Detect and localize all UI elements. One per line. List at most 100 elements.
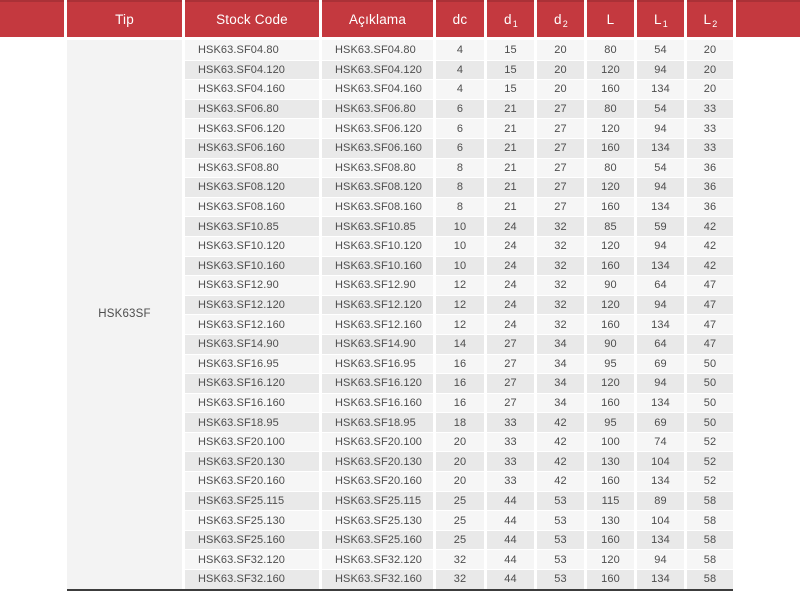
left-margin-spacer [0,40,64,591]
table-row: HSK63.SF25.160 HSK63.SF25.160 25 44 53 1… [185,529,733,550]
l-cell: 80 [587,158,634,178]
aciklama-cell: HSK63.SF25.160 [322,530,433,550]
aciklama-cell: HSK63.SF12.90 [322,276,433,295]
d1-cell: 33 [487,472,534,491]
d2-cell: 27 [537,158,584,178]
l1-cell: 134 [637,315,684,334]
stock-code-cell: HSK63.SF16.120 [185,374,319,393]
table-row: HSK63.SF18.95 HSK63.SF18.95 18 33 42 95 … [185,412,733,432]
dc-cell: 18 [436,413,484,432]
header-right-filler [736,0,800,37]
table-row: HSK63.SF10.85 HSK63.SF10.85 10 24 32 85 … [185,216,733,236]
l1-cell: 89 [637,491,684,511]
dc-cell: 16 [436,354,484,374]
d1-cell: 24 [487,276,534,295]
stock-code-cell: HSK63.SF06.80 [185,99,319,119]
stock-code-cell: HSK63.SF08.120 [185,178,319,197]
aciklama-cell: HSK63.SF10.160 [322,256,433,276]
l2-cell: 20 [687,40,733,60]
l1-cell: 64 [637,276,684,295]
table-row: HSK63.SF16.120 HSK63.SF16.120 16 27 34 1… [185,373,733,393]
stock-code-cell: HSK63.SF12.90 [185,276,319,295]
d2-cell: 20 [537,40,584,60]
l-cell: 120 [587,295,634,315]
l1-cell: 134 [637,472,684,491]
l2-cell: 47 [687,315,733,334]
l-cell: 95 [587,413,634,432]
l1-cell: 94 [637,550,684,570]
table-row: HSK63.SF12.90 HSK63.SF12.90 12 24 32 90 … [185,275,733,295]
l1-cell: 94 [637,60,684,80]
table-row: HSK63.SF06.160 HSK63.SF06.160 6 21 27 16… [185,137,733,158]
d2-cell: 34 [537,393,584,413]
d2-cell: 53 [537,550,584,570]
aciklama-cell: HSK63.SF25.130 [322,511,433,530]
stock-code-cell: HSK63.SF08.80 [185,158,319,178]
table-row: HSK63.SF06.120 HSK63.SF06.120 6 21 27 12… [185,118,733,138]
stock-code-cell: HSK63.SF08.160 [185,197,319,217]
d1-cell: 27 [487,374,534,393]
d2-cell: 32 [537,236,584,256]
aciklama-cell: HSK63.SF32.160 [322,570,433,589]
table-row: HSK63.SF20.130 HSK63.SF20.130 20 33 42 1… [185,451,733,472]
stock-code-cell: HSK63.SF10.120 [185,236,319,256]
l-cell: 160 [587,472,634,491]
table-body-main: HSK63SF HSK63.SF04.80 HSK63.SF04.80 4 15… [67,40,733,591]
d2-cell: 42 [537,452,584,472]
l1-cell: 69 [637,354,684,374]
d2-cell: 53 [537,530,584,550]
dc-cell: 25 [436,511,484,530]
l-cell: 160 [587,530,634,550]
l1-cell: 134 [637,256,684,276]
l1-cell: 54 [637,40,684,60]
table-row: HSK63.SF14.90 HSK63.SF14.90 14 27 34 90 … [185,333,733,354]
stock-code-cell: HSK63.SF04.120 [185,60,319,80]
dc-cell: 12 [436,276,484,295]
d1-cell: 27 [487,393,534,413]
d2-cell: 34 [537,354,584,374]
l2-cell: 52 [687,472,733,491]
stock-code-cell: HSK63.SF32.120 [185,550,319,570]
l2-cell: 50 [687,374,733,393]
aciklama-cell: HSK63.SF32.120 [322,550,433,570]
table-row: HSK63.SF20.160 HSK63.SF20.160 20 33 42 1… [185,471,733,491]
aciklama-cell: HSK63.SF16.160 [322,393,433,413]
dc-cell: 10 [436,236,484,256]
stock-code-cell: HSK63.SF25.115 [185,491,319,511]
d2-cell: 27 [537,119,584,138]
aciklama-cell: HSK63.SF18.95 [322,413,433,432]
d1-cell: 21 [487,138,534,158]
stock-code-cell: HSK63.SF10.160 [185,256,319,276]
l-cell: 130 [587,452,634,472]
d2-cell: 42 [537,472,584,491]
l-cell: 85 [587,217,634,236]
d2-cell: 32 [537,217,584,236]
right-margin-spacer [736,40,800,591]
table-row: HSK63.SF32.120 HSK63.SF32.120 32 44 53 1… [185,549,733,570]
l-cell: 160 [587,256,634,276]
header-l1-base: L [654,12,662,27]
l2-cell: 50 [687,393,733,413]
l1-cell: 54 [637,99,684,119]
header-left-filler [0,0,64,37]
table-row: HSK63.SF08.120 HSK63.SF08.120 8 21 27 12… [185,177,733,197]
stock-code-cell: HSK63.SF06.160 [185,138,319,158]
table-row: HSK63.SF04.80 HSK63.SF04.80 4 15 20 80 5… [185,40,733,60]
header-l2-base: L [703,12,712,27]
l-cell: 95 [587,354,634,374]
stock-code-cell: HSK63.SF32.160 [185,570,319,589]
stock-code-cell: HSK63.SF18.95 [185,413,319,432]
dc-cell: 20 [436,452,484,472]
l2-cell: 36 [687,158,733,178]
table-body: HSK63SF HSK63.SF04.80 HSK63.SF04.80 4 15… [0,40,800,591]
d2-cell: 27 [537,178,584,197]
aciklama-cell: HSK63.SF08.120 [322,178,433,197]
table-row: HSK63.SF04.120 HSK63.SF04.120 4 15 20 12… [185,59,733,80]
d2-cell: 32 [537,315,584,334]
l1-cell: 94 [637,236,684,256]
l-cell: 80 [587,99,634,119]
dc-cell: 8 [436,158,484,178]
l2-cell: 58 [687,570,733,589]
